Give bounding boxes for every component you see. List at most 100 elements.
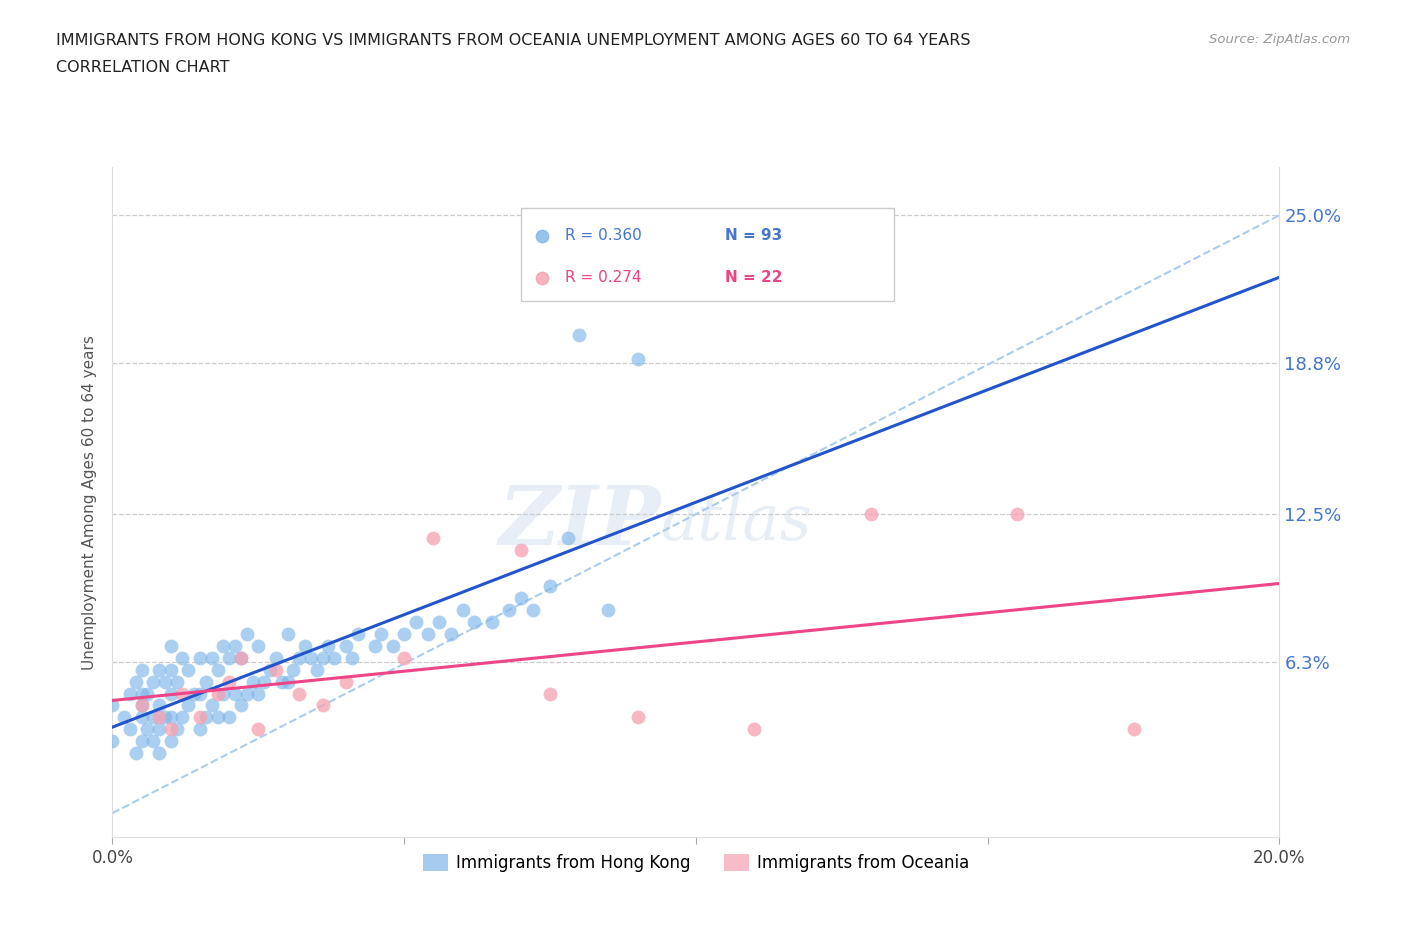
Point xyxy=(538,578,561,593)
Point xyxy=(264,662,287,677)
Point xyxy=(299,650,322,665)
Point xyxy=(463,615,485,630)
Point xyxy=(201,698,224,713)
Point xyxy=(194,710,217,724)
Point xyxy=(346,626,368,641)
Point xyxy=(188,722,211,737)
Point xyxy=(148,698,170,713)
Legend: Immigrants from Hong Kong, Immigrants from Oceania: Immigrants from Hong Kong, Immigrants fr… xyxy=(416,847,976,879)
Point xyxy=(598,603,620,618)
Point xyxy=(276,626,298,641)
Point xyxy=(142,734,165,749)
Point xyxy=(247,722,270,737)
Point xyxy=(160,662,183,677)
Point xyxy=(101,734,124,749)
Point xyxy=(427,615,450,630)
Point xyxy=(188,686,211,701)
Point xyxy=(416,626,439,641)
Point xyxy=(422,531,444,546)
Point xyxy=(235,686,257,701)
Point xyxy=(160,734,183,749)
Text: atlas: atlas xyxy=(661,491,813,553)
Text: ZIP: ZIP xyxy=(498,483,661,563)
Point xyxy=(177,698,200,713)
Point xyxy=(860,507,883,522)
Text: CORRELATION CHART: CORRELATION CHART xyxy=(56,60,229,75)
Point xyxy=(742,722,765,737)
Point xyxy=(194,674,217,689)
Bar xyxy=(520,207,894,301)
Point xyxy=(311,650,333,665)
Point xyxy=(253,674,276,689)
Point xyxy=(481,615,503,630)
Point xyxy=(183,686,205,701)
Point xyxy=(305,662,328,677)
Point xyxy=(264,650,287,665)
Point xyxy=(259,662,281,677)
Point xyxy=(172,686,194,701)
Point xyxy=(242,674,264,689)
Point xyxy=(283,662,305,677)
Point xyxy=(288,650,311,665)
Point xyxy=(364,638,387,653)
Point xyxy=(160,686,183,701)
Point xyxy=(522,603,544,618)
Point xyxy=(166,674,188,689)
Point xyxy=(118,686,141,701)
Point xyxy=(318,638,340,653)
Text: N = 93: N = 93 xyxy=(725,228,782,244)
Point xyxy=(112,710,135,724)
Point xyxy=(207,710,229,724)
Point xyxy=(370,626,392,641)
Point xyxy=(160,638,183,653)
Point xyxy=(218,674,240,689)
Point xyxy=(207,662,229,677)
Point xyxy=(229,650,252,665)
Point xyxy=(136,686,159,701)
Point xyxy=(166,722,188,737)
Point xyxy=(276,674,298,689)
Point xyxy=(101,698,124,713)
Point xyxy=(160,710,183,724)
Point xyxy=(218,710,240,724)
Point xyxy=(153,674,176,689)
Point xyxy=(627,710,650,724)
Point xyxy=(153,710,176,724)
Point xyxy=(627,352,650,366)
Point xyxy=(218,650,240,665)
Point xyxy=(212,686,235,701)
Point xyxy=(148,722,170,737)
Point xyxy=(142,710,165,724)
Point xyxy=(172,650,194,665)
Point xyxy=(131,734,153,749)
Point xyxy=(188,650,211,665)
Point xyxy=(207,686,229,701)
Point xyxy=(405,615,427,630)
Point xyxy=(224,638,246,653)
Point xyxy=(1005,507,1028,522)
Point xyxy=(224,686,246,701)
Point xyxy=(229,650,252,665)
Point xyxy=(177,662,200,677)
Text: IMMIGRANTS FROM HONG KONG VS IMMIGRANTS FROM OCEANIA UNEMPLOYMENT AMONG AGES 60 : IMMIGRANTS FROM HONG KONG VS IMMIGRANTS … xyxy=(56,33,970,47)
Point xyxy=(335,638,357,653)
Point xyxy=(235,626,257,641)
Point xyxy=(148,662,170,677)
Point xyxy=(498,603,520,618)
Y-axis label: Unemployment Among Ages 60 to 64 years: Unemployment Among Ages 60 to 64 years xyxy=(82,335,97,670)
Point xyxy=(394,626,416,641)
Point xyxy=(201,650,224,665)
Point xyxy=(1122,722,1144,737)
Point xyxy=(557,531,579,546)
Point xyxy=(172,710,194,724)
Point xyxy=(131,698,153,713)
Point xyxy=(509,542,531,557)
Point xyxy=(160,722,183,737)
Point xyxy=(131,662,153,677)
Point xyxy=(288,686,311,701)
Point xyxy=(335,674,357,689)
Point xyxy=(270,674,292,689)
Point xyxy=(340,650,363,665)
Point xyxy=(125,674,148,689)
Point xyxy=(247,686,270,701)
